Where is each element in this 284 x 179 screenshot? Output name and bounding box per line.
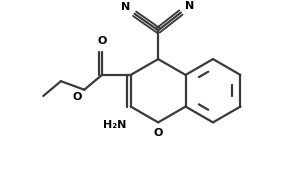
Text: O: O xyxy=(97,36,107,46)
Text: H₂N: H₂N xyxy=(103,120,126,130)
Text: O: O xyxy=(153,128,163,138)
Text: O: O xyxy=(72,92,82,102)
Text: N: N xyxy=(122,2,131,12)
Text: N: N xyxy=(185,1,194,11)
